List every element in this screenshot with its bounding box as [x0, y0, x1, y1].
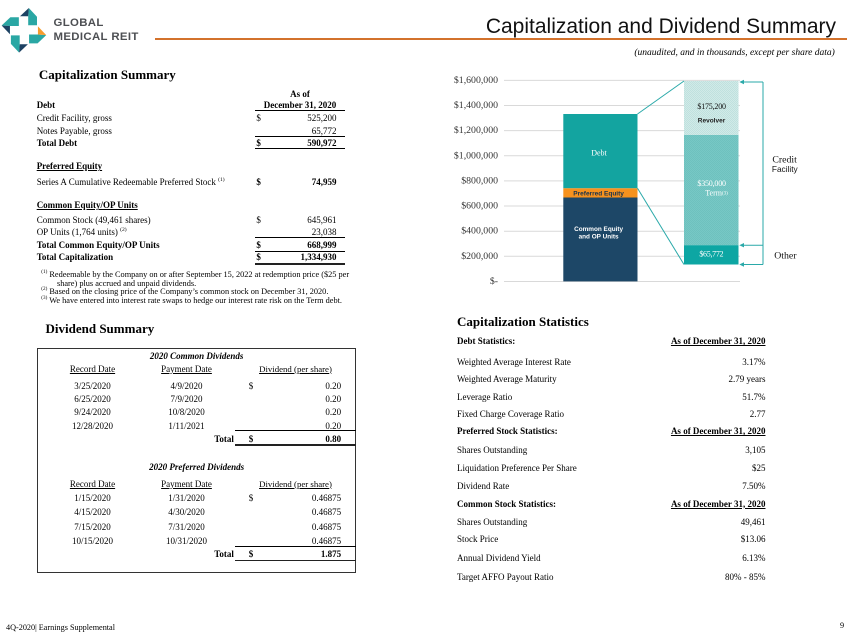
svg-text:Other: Other	[774, 250, 797, 261]
svg-text:$65,772: $65,772	[699, 250, 723, 259]
svg-text:$350,000: $350,000	[697, 179, 726, 188]
svg-text:$1,600,000: $1,600,000	[454, 75, 498, 86]
svg-text:$800,000: $800,000	[461, 175, 498, 186]
svg-text:and OP Units: and OP Units	[579, 234, 619, 241]
svg-text:$-: $-	[490, 276, 498, 287]
svg-text:Term(3): Term(3)	[705, 189, 728, 198]
svg-text:Credit: Credit	[772, 155, 797, 166]
svg-text:$1,000,000: $1,000,000	[454, 150, 498, 161]
svg-text:Common Equity: Common Equity	[574, 226, 623, 233]
svg-text:Preferred Equity: Preferred Equity	[573, 191, 624, 198]
svg-text:Facility: Facility	[772, 164, 799, 174]
svg-text:$1,200,000: $1,200,000	[454, 125, 498, 136]
svg-text:Debt: Debt	[591, 148, 607, 157]
svg-text:$1,400,000: $1,400,000	[454, 100, 498, 111]
svg-text:$600,000: $600,000	[461, 201, 498, 212]
svg-text:$175,200: $175,200	[697, 102, 726, 111]
svg-text:Revolver: Revolver	[698, 118, 726, 125]
svg-text:$200,000: $200,000	[461, 251, 498, 262]
svg-text:$400,000: $400,000	[461, 226, 498, 237]
